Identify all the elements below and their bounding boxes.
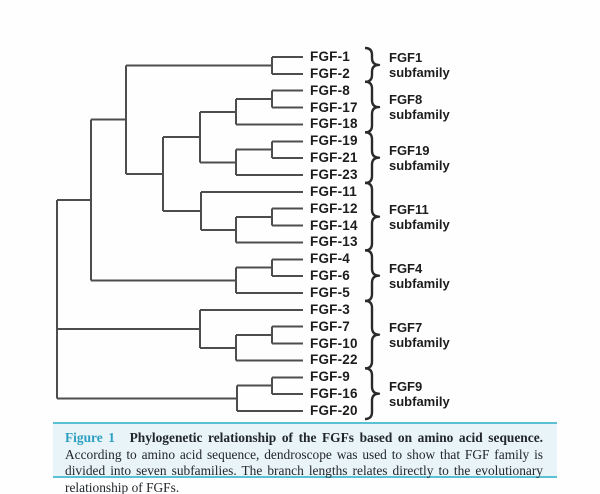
subfamily-name: FGF19 xyxy=(389,142,430,158)
leaf-label-fgf-11: FGF-11 xyxy=(310,183,357,199)
subfamily-word: subfamily xyxy=(389,334,450,350)
figure-caption: Figure 1 Phylogenetic relationship of th… xyxy=(53,422,557,494)
leaf-label-fgf-4: FGF-4 xyxy=(310,251,350,267)
leaf-label-fgf-5: FGF-5 xyxy=(310,285,350,300)
leaf-label-fgf-16: FGF-16 xyxy=(310,386,358,402)
leaf-label-fgf-13: FGF-13 xyxy=(310,234,358,250)
subfamily-braces-group xyxy=(364,46,381,421)
leaf-label-fgf-19: FGF-19 xyxy=(310,133,358,149)
subfamily-label-fgf9: FGF9 subfamily xyxy=(389,379,450,409)
caption-title: Phylogenetic relationship of the FGFs ba… xyxy=(129,430,543,445)
subfamily-bracket-fgf19 xyxy=(364,131,381,185)
subfamily-word: subfamily xyxy=(389,64,450,80)
subfamily-word: subfamily xyxy=(389,393,450,409)
leaf-label-fgf-1: FGF-1 xyxy=(310,49,350,64)
subfamily-name: FGF4 xyxy=(389,260,423,276)
leaf-label-fgf-12: FGF-12 xyxy=(310,200,358,216)
leaf-label-fgf-21: FGF-21 xyxy=(310,150,358,166)
subfamily-bracket-fgf4 xyxy=(364,249,381,303)
subfamily-bracket-fgf8 xyxy=(364,80,381,134)
leaf-label-fgf-14: FGF-14 xyxy=(310,217,358,233)
subfamily-label-fgf4: FGF4 subfamily xyxy=(389,261,450,291)
subfamily-name: FGF7 xyxy=(389,319,423,335)
leaf-label-fgf-23: FGF-23 xyxy=(310,167,358,182)
subfamily-bracket-fgf7 xyxy=(364,299,381,370)
caption-body: According to amino acid sequence, dendro… xyxy=(65,446,543,494)
subfamily-label-fgf11: FGF11 subfamily xyxy=(389,202,450,232)
subfamily-label-fgf1: FGF1 subfamily xyxy=(389,50,450,80)
subfamily-word: subfamily xyxy=(389,275,450,291)
subfamily-word: subfamily xyxy=(389,216,450,232)
leaf-label-fgf-2: FGF-2 xyxy=(310,65,350,81)
leaf-label-fgf-18: FGF-18 xyxy=(310,116,358,132)
subfamily-label-fgf7: FGF7 subfamily xyxy=(389,320,450,350)
subfamily-name: FGF11 xyxy=(389,201,429,217)
subfamily-bracket-fgf11 xyxy=(364,181,381,252)
subfamily-bracket-fgf1 xyxy=(364,46,381,84)
subfamily-word: subfamily xyxy=(389,157,450,173)
subfamily-name: FGF9 xyxy=(389,378,423,394)
subfamily-name: FGF1 xyxy=(389,49,423,65)
subfamily-word: subfamily xyxy=(389,107,450,123)
leaf-label-fgf-3: FGF-3 xyxy=(310,301,350,317)
leaf-label-fgf-9: FGF-9 xyxy=(310,369,350,385)
leaf-label-fgf-6: FGF-6 xyxy=(310,268,350,284)
leaf-label-fgf-17: FGF-17 xyxy=(310,99,358,115)
leaf-label-fgf-8: FGF-8 xyxy=(310,82,350,98)
tree-lines-group xyxy=(56,56,303,412)
leaf-label-fgf-22: FGF-22 xyxy=(310,352,358,368)
leaf-label-fgf-7: FGF-7 xyxy=(310,318,350,334)
figure-number: Figure 1 xyxy=(65,430,115,445)
leaf-label-fgf-10: FGF-10 xyxy=(310,335,358,351)
subfamily-bracket-fgf9 xyxy=(364,367,381,421)
leaf-label-fgf-20: FGF-20 xyxy=(310,403,358,418)
subfamily-label-fgf19: FGF19 subfamily xyxy=(389,143,450,173)
subfamily-label-fgf8: FGF8 subfamily xyxy=(389,92,450,122)
subfamily-name: FGF8 xyxy=(389,92,423,108)
